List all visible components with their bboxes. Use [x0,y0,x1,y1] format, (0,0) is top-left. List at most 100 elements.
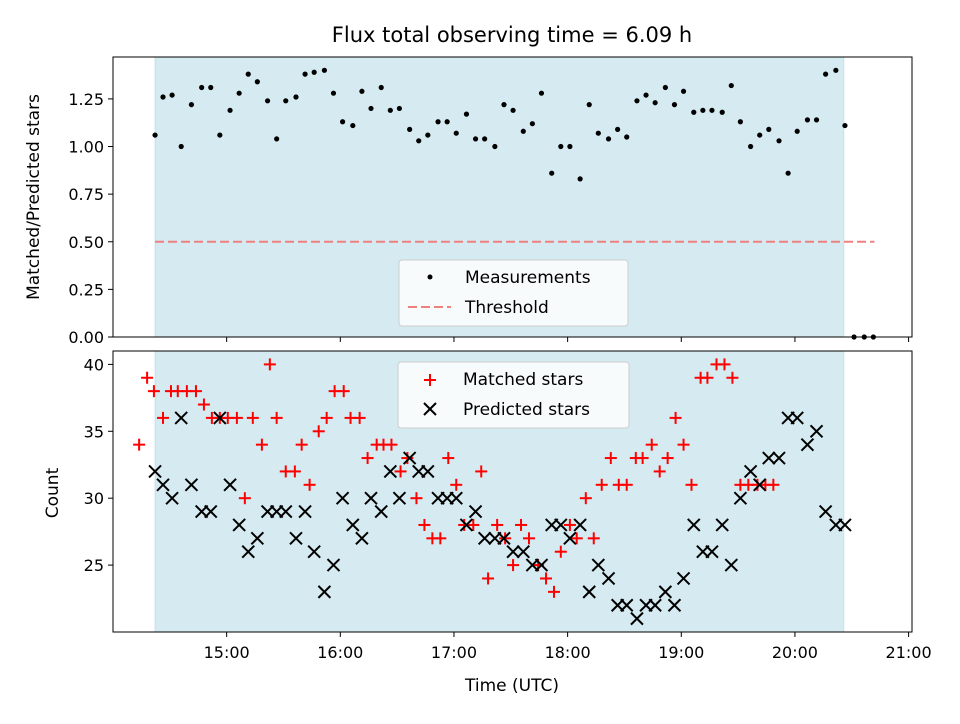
matched-star-point [467,518,480,531]
ratio-ytick-label: 0.25 [68,280,104,299]
predicted-star-point [346,518,360,532]
matched-star-point [620,478,633,491]
predicted-star-point [241,545,255,559]
counts-panel: 25 30 35 40 15:00 16:00 17:00 18:00 19:00 20:00 2… [43,350,932,696]
measurement-point [510,107,516,113]
measurement-point [595,130,601,136]
measurement-point [199,84,205,91]
predicted-star-point [752,478,767,492]
matched-star-point [570,532,583,545]
matched-star-point [540,572,553,585]
predicted-star-point [204,504,218,519]
predicted-star-point [534,558,549,572]
matched-star-point [238,492,251,505]
predicted-star-point [743,464,758,479]
x-tick-label: 20:00 [772,643,818,662]
ratio-axes-frame [112,56,913,338]
measurement-point [339,119,346,125]
measurement-point [605,136,612,142]
matched-star-point [587,532,600,545]
matched-star-point [410,492,423,505]
chart-title: Flux total observing time = 6.09 h [332,23,692,47]
matched-star-point [133,438,146,451]
predicted-star-point [477,531,492,546]
x-axis-label: Time (UTC) [464,676,559,696]
measurement-point [321,67,327,73]
predicted-star-point [630,611,644,626]
matched-star-point [401,452,414,465]
matched-star-point [337,385,350,398]
measurement-point [378,84,384,91]
ratio-ytick-label: 0.50 [68,233,104,252]
measurement-point [274,136,280,142]
matched-star-point [491,518,504,531]
predicted-star-point [601,571,616,586]
measurement-point [453,130,459,136]
x-tick-label: 19:00 [658,643,704,662]
matched-star-point [522,532,535,545]
measurement-point [416,138,422,144]
matched-star-point [197,398,210,411]
measurement-point [728,82,734,89]
predicted-star-point [317,585,332,599]
predicted-star-point [733,491,748,505]
counts-legend: Matched stars Predicted stars [397,361,630,429]
predicted-star-point [307,545,321,559]
measurement-point [396,105,403,112]
measurement-point [217,132,223,138]
predicted-star-point [383,464,398,479]
matched-star-point [482,572,495,585]
measurement-point [691,109,697,115]
matched-star-point [288,465,301,478]
matched-star-point [442,452,455,465]
predicted-star-point [279,504,293,519]
predicted-star-point [459,518,474,532]
matched-star-point [295,438,308,451]
matched-star-point [157,411,170,424]
predicted-star-point [289,531,303,546]
measurement-point [643,92,649,98]
x-tick-label: 21:00 [886,643,932,662]
measurement-point [368,105,374,112]
measurement-point [776,138,782,144]
measurement-point [757,132,763,138]
predicted-star-point [156,478,170,492]
counts-ytick-label: 25 [84,556,104,575]
predicted-star-point [213,411,227,425]
legend-predicted-label: Predicted stars [463,400,590,420]
counts-ylabel: Count [43,467,63,518]
measurement-point [501,102,507,108]
measurement-point [330,90,337,96]
predicted-star-point [421,464,435,479]
x-tick-label: 15:00 [204,643,250,662]
predicted-star-point [563,531,577,546]
predicted-star-point [392,491,407,505]
measurement-point [359,88,365,94]
predicted-star-point [516,545,531,559]
matched-star-point [767,478,780,491]
matched-star-point [418,518,431,531]
measurement-point [236,90,242,96]
measurement-point [407,126,413,132]
predicted-star-point [298,504,312,519]
measurement-point [558,143,564,150]
measurement-point [520,128,526,134]
predicted-star-point [468,504,483,519]
matched-star-point [385,438,398,451]
matched-star-point [263,358,276,371]
measurement-point [615,126,621,132]
predicted-star-point [667,598,682,612]
measurement-point [586,102,592,108]
predicted-star-point [554,518,568,532]
predicted-star-point [232,518,246,532]
measurement-point [748,143,754,150]
matched-star-point [434,532,447,545]
predicted-star-point [591,558,606,572]
measurement-point [833,67,839,73]
matched-star-point [604,452,617,465]
matched-star-point [353,411,366,424]
measurement-point [472,136,479,142]
measurement-point [842,122,848,129]
matched-star-point [579,492,592,505]
predicted-star-point [497,531,511,546]
